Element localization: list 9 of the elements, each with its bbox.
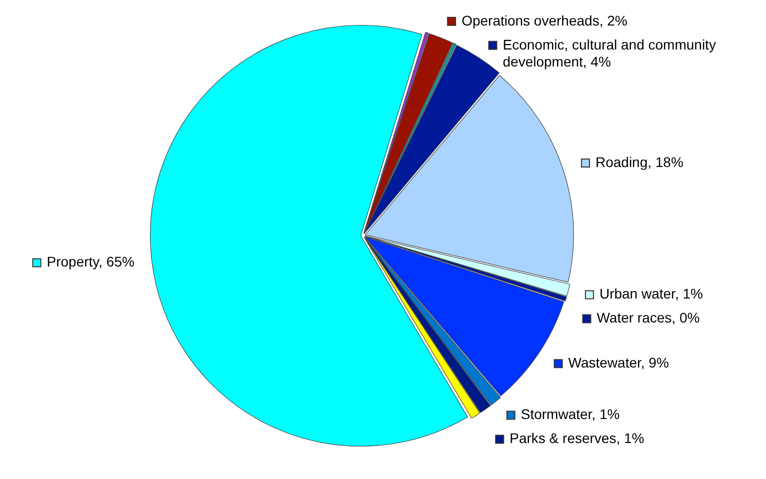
legend-label: Wastewater, 9% <box>568 354 669 370</box>
legend-label: Parks & reserves, 1% <box>510 430 644 446</box>
legend-label: Stormwater, 1% <box>520 406 620 422</box>
legend-label: Property, 65% <box>46 254 134 270</box>
legend-label: Water races, 0% <box>596 310 700 326</box>
legend-label: Economic, cultural and community development, 4% <box>502 36 716 70</box>
legend-label: Roading, 18% <box>595 154 684 170</box>
legend-label: Operations overheads, 2% <box>462 12 628 28</box>
legend-label: Urban water, 1% <box>599 286 703 302</box>
